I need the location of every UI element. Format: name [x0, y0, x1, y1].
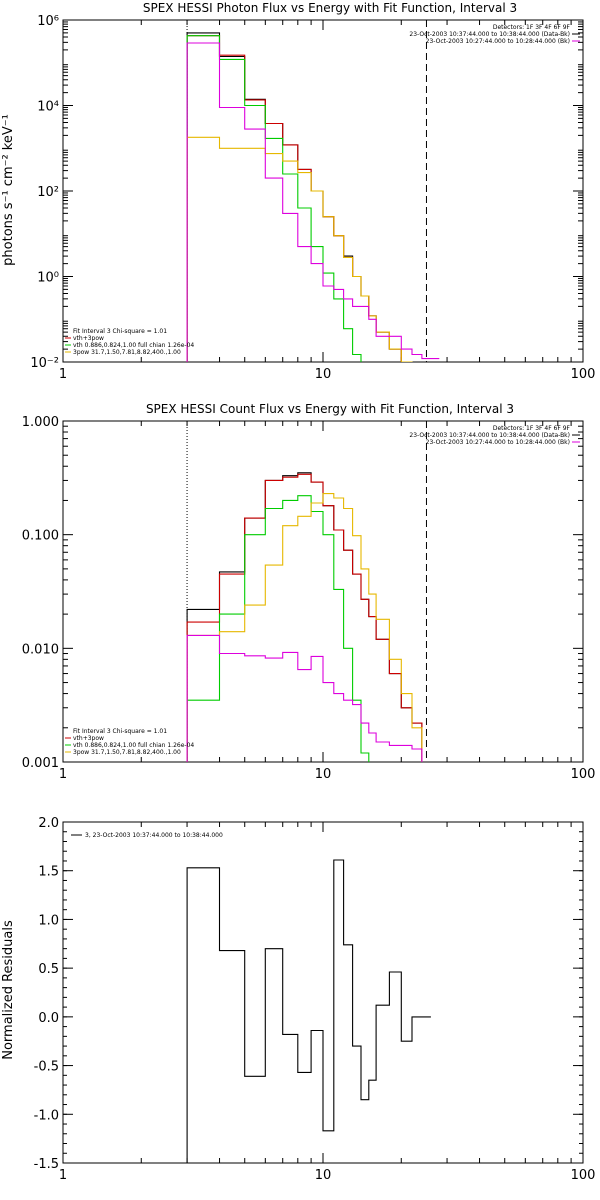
- count-flux-y-tick-label: 1.000: [22, 415, 59, 430]
- photon-flux-series-vth: [186, 35, 362, 362]
- photon-flux-series-total: [186, 32, 413, 362]
- count-flux-x-tick-label: 10: [315, 767, 332, 782]
- photon-flux-legend-entry: vth+3pow: [73, 335, 104, 342]
- residuals-y-tick-label: -1.5: [34, 1157, 59, 1172]
- count-flux-series-background: [186, 634, 423, 762]
- photon-flux-panel: SPEX HESSI Photon Flux vs Energy with Fi…: [1, 1, 595, 382]
- count-flux-legend-entry: Fit Interval 3 Chi-square = 1.01: [73, 728, 167, 735]
- residuals-y-tick-label: 2.0: [38, 816, 59, 831]
- residuals-y-tick-label: -0.5: [34, 1060, 59, 1075]
- photon-flux-x-tick-label: 10: [315, 367, 332, 382]
- residuals-series-total: [186, 859, 431, 1163]
- count-flux-axes-frame: [62, 420, 584, 763]
- photon-flux-y-tick-label: 10⁰: [37, 271, 59, 286]
- photon-flux-legend-entry: 3pow 31.7,1.50,7.81,8.82,400.,1.00: [73, 349, 181, 356]
- photon-flux-y-axis-label: photons s⁻¹ cm⁻² keV⁻¹: [1, 114, 16, 266]
- count-flux-panel: SPEX HESSI Count Flux vs Energy with Fit…: [22, 402, 596, 782]
- residuals-y-tick-label: 1.0: [38, 913, 59, 928]
- count-flux-x-tick-label: 100: [571, 767, 596, 782]
- count-flux-legend-entry: 23-Oct-2003 10:37:44.000 to 10:38:44.000…: [409, 432, 570, 439]
- photon-flux-title: SPEX HESSI Photon Flux vs Energy with Fi…: [143, 1, 517, 15]
- count-flux-legend-entry: 23-Oct-2003 10:27:44.000 to 10:28:44.000…: [426, 439, 570, 446]
- count-flux-series-powerlaw: [186, 493, 423, 762]
- photon-flux-legend-entry: Detectors: 1F 3F 4F 6F 9F: [493, 24, 571, 31]
- photon-flux-legend-entry: Fit Interval 3 Chi-square = 1.01: [73, 328, 167, 335]
- count-flux-legend-entry: Detectors: 1F 3F 4F 6F 9F: [493, 425, 571, 432]
- count-flux-series-fit: [186, 473, 423, 762]
- residuals-y-tick-label: -1.0: [34, 1108, 59, 1123]
- photon-flux-y-tick-label: 10²: [37, 185, 59, 200]
- residuals-x-tick-label: 100: [571, 1168, 596, 1183]
- photon-flux-series-fit: [186, 35, 413, 362]
- residuals-y-tick-label: 1.5: [38, 865, 59, 880]
- residuals-y-axis-label: Normalized Residuals: [1, 920, 16, 1060]
- photon-flux-legend-entry: vth 0.886,0.824,1.00 full chian 1.26e-04: [73, 342, 194, 349]
- photon-flux-legend-entry: 23-Oct-2003 10:37:44.000 to 10:38:44.000…: [409, 31, 570, 38]
- residuals-y-tick-label: 0.5: [38, 962, 59, 977]
- photon-flux-y-tick-label: 10⁶: [37, 14, 59, 29]
- residuals-x-tick-label: 10: [315, 1168, 332, 1183]
- residuals-panel: Normalized Residuals 1 10 100 -1.5 -1.0 -0.5 0…: [1, 816, 595, 1183]
- photon-flux-series-background: [186, 42, 440, 362]
- count-flux-y-tick-label: 0.100: [22, 529, 59, 544]
- count-flux-y-tick-label: 0.010: [22, 642, 59, 657]
- residuals-y-tick-label: 0.0: [38, 1011, 59, 1026]
- count-flux-series-vth: [186, 495, 370, 762]
- count-flux-x-tick-label: 1: [59, 767, 67, 782]
- count-flux-y-tick-label: 0.001: [22, 756, 59, 771]
- count-flux-series-total: [186, 472, 423, 762]
- residuals-x-tick-label: 1: [59, 1168, 67, 1183]
- count-flux-title: SPEX HESSI Count Flux vs Energy with Fit…: [146, 402, 514, 416]
- photon-flux-legend-entry: 23-Oct-2003 10:27:44.000 to 10:28:44.000…: [426, 38, 570, 45]
- count-flux-legend-entry: 3pow 31.7,1.50,7.81,8.82,400.,1.00: [73, 749, 181, 756]
- residuals-legend-entry: 3, 23-Oct-2003 10:37:44.000 to 10:38:44.…: [85, 832, 223, 839]
- photon-flux-y-tick-label: 10⁴: [37, 100, 59, 115]
- photon-flux-x-tick-label: 100: [571, 367, 596, 382]
- count-flux-legend-entry: vth 0.886,0.824,1.00 full chian 1.26e-04: [73, 742, 194, 749]
- photon-flux-y-tick-label: 10⁻²: [30, 356, 59, 371]
- photon-flux-x-tick-label: 1: [59, 367, 67, 382]
- count-flux-legend-entry: vth+3pow: [73, 735, 104, 742]
